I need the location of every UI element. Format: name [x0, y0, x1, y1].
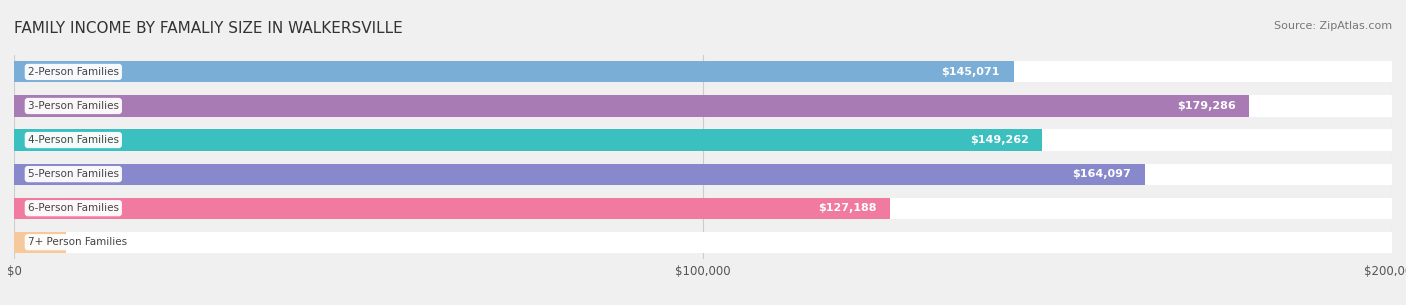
Bar [14, 163, 1392, 185]
Bar [14, 61, 1392, 82]
Bar [14, 130, 1042, 151]
Text: $0: $0 [86, 237, 101, 247]
Bar [14, 163, 1144, 185]
Text: $179,286: $179,286 [1177, 101, 1236, 111]
Bar [14, 95, 1392, 117]
Text: $145,071: $145,071 [942, 67, 1000, 77]
Bar [14, 198, 890, 219]
Bar [14, 95, 1250, 117]
Text: 6-Person Families: 6-Person Families [28, 203, 120, 213]
Bar [14, 198, 1392, 219]
Text: $164,097: $164,097 [1071, 169, 1130, 179]
Text: 3-Person Families: 3-Person Families [28, 101, 120, 111]
Bar [14, 61, 1014, 82]
Text: 5-Person Families: 5-Person Families [28, 169, 120, 179]
Text: $149,262: $149,262 [970, 135, 1029, 145]
Text: Source: ZipAtlas.com: Source: ZipAtlas.com [1274, 21, 1392, 31]
Text: $127,188: $127,188 [818, 203, 876, 213]
Bar [14, 232, 66, 253]
Text: 7+ Person Families: 7+ Person Families [28, 237, 127, 247]
Bar [14, 232, 1392, 253]
Bar [14, 130, 1392, 151]
Text: FAMILY INCOME BY FAMALIY SIZE IN WALKERSVILLE: FAMILY INCOME BY FAMALIY SIZE IN WALKERS… [14, 21, 402, 36]
Text: 2-Person Families: 2-Person Families [28, 67, 120, 77]
Text: 4-Person Families: 4-Person Families [28, 135, 120, 145]
